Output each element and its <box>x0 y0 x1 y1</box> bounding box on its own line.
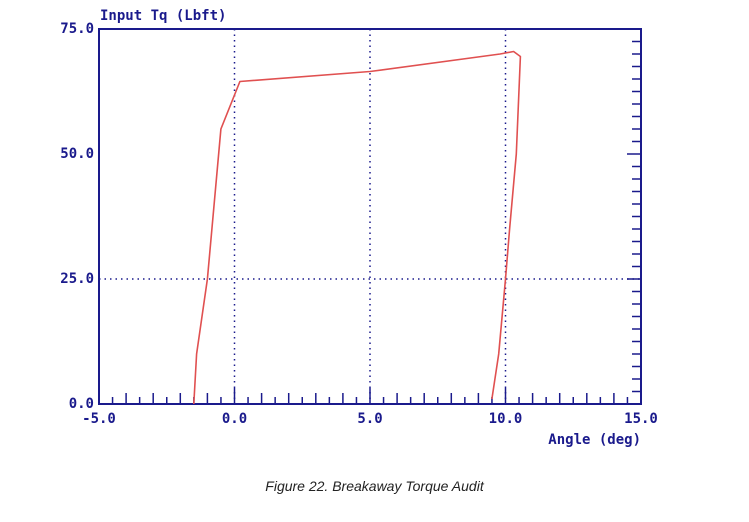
labels-layer: -5.0 0.0 5.0 10.0 15.00.025.050.075.0 <box>60 21 658 427</box>
x-tick-label: -5.0 <box>82 411 116 427</box>
x-tick-label: 10.0 <box>489 411 523 427</box>
y-tick-label: 0.0 <box>69 396 94 412</box>
figure-caption: Figure 22. Breakaway Torque Audit <box>265 478 484 494</box>
plot-frame <box>98 28 642 405</box>
x-tick-label: 5.0 <box>357 411 382 427</box>
y-tick-label: 25.0 <box>60 271 94 287</box>
y-tick-label: 50.0 <box>60 146 94 162</box>
x-tick-label: 15.0 <box>624 411 658 427</box>
chart: -5.0 0.0 5.0 10.0 15.00.025.050.075.0 Input … <box>60 8 658 448</box>
x-tick-label: 0.0 <box>222 411 247 427</box>
series-layer <box>193 50 522 405</box>
x-axis-label: Angle (deg) <box>548 432 641 448</box>
series-line-0 <box>193 50 522 405</box>
y-axis-label: Input Tq (Lbft) <box>100 8 226 24</box>
y-tick-label: 75.0 <box>60 21 94 37</box>
grid-layer <box>99 29 641 404</box>
ticks-layer <box>98 28 642 405</box>
